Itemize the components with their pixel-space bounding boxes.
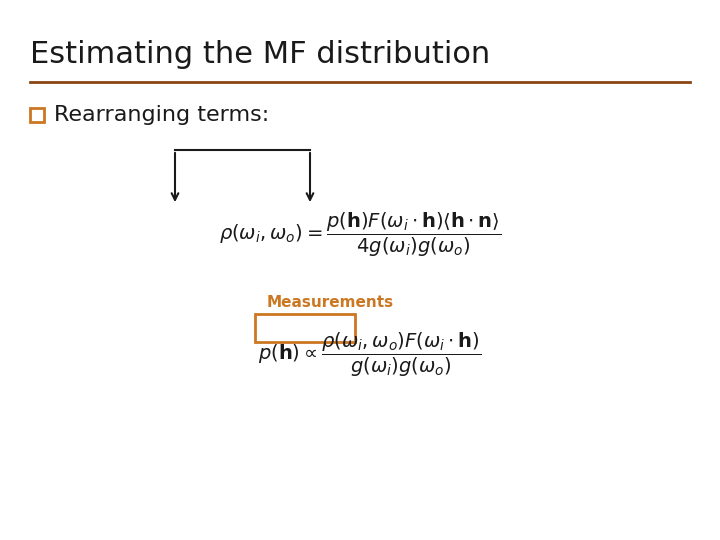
Text: $\rho(\omega_i,\omega_o) = \dfrac{p(\mathbf{h})F(\omega_i \cdot \mathbf{h})\lang: $\rho(\omega_i,\omega_o) = \dfrac{p(\mat…: [219, 211, 501, 259]
Text: Estimating the MF distribution: Estimating the MF distribution: [30, 40, 490, 69]
Text: Measurements: Measurements: [266, 295, 394, 310]
Text: $p(\mathbf{h}) \propto \dfrac{\rho(\omega_i,\omega_o)F(\omega_i \cdot \mathbf{h}: $p(\mathbf{h}) \propto \dfrac{\rho(\omeg…: [258, 331, 482, 379]
Text: Rearranging terms:: Rearranging terms:: [54, 105, 269, 125]
Bar: [255, 314, 355, 342]
Bar: [30, 108, 44, 122]
